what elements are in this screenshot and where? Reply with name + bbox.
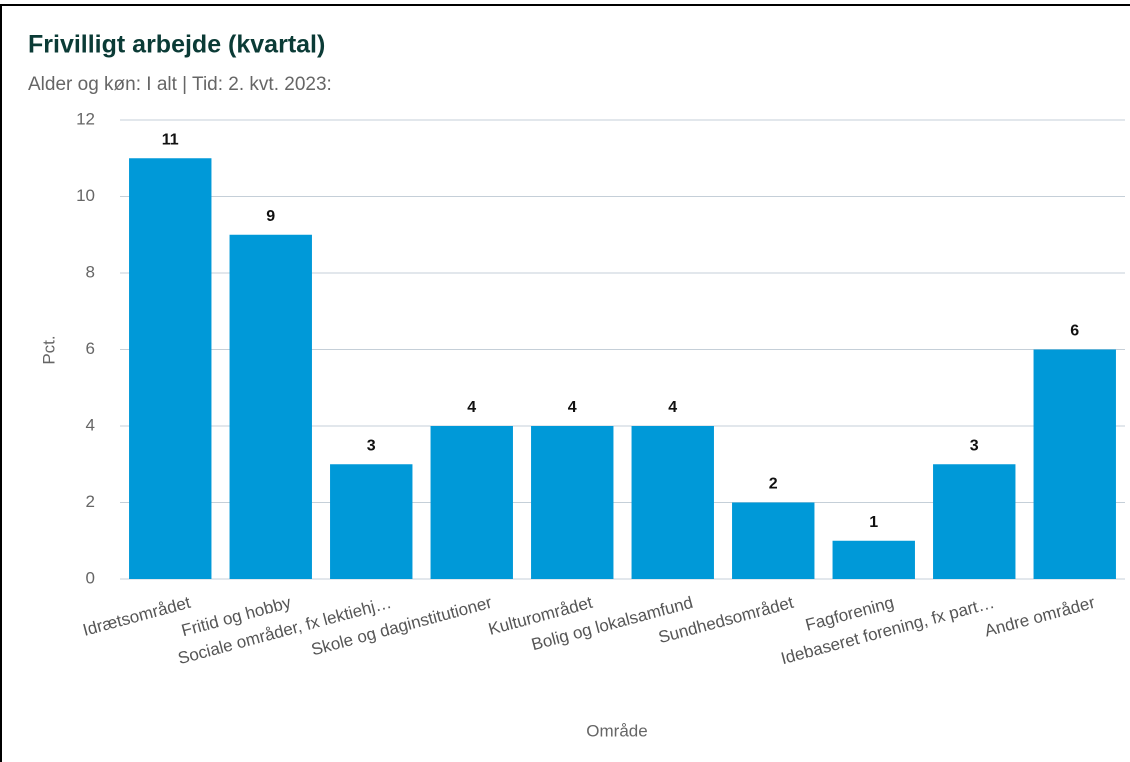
bar bbox=[631, 426, 714, 579]
data-label: 4 bbox=[568, 399, 577, 416]
bar bbox=[129, 158, 212, 579]
bar bbox=[1033, 349, 1116, 579]
bar bbox=[732, 502, 815, 579]
data-label: 11 bbox=[162, 131, 179, 148]
x-tick-label: Idrætsområdet bbox=[81, 593, 193, 640]
chart-title: Frivilligt arbejde (kvartal) bbox=[28, 31, 325, 59]
bar bbox=[330, 464, 413, 579]
bar bbox=[430, 426, 513, 579]
bar bbox=[832, 540, 915, 579]
data-label: 3 bbox=[367, 437, 376, 454]
data-label: 6 bbox=[1070, 323, 1079, 340]
frame bbox=[0, 4, 1130, 762]
y-tick-label: 6 bbox=[86, 339, 95, 358]
data-label: 4 bbox=[668, 399, 677, 416]
x-axis-label: Område bbox=[586, 721, 647, 740]
bar bbox=[933, 464, 1016, 579]
data-label: 1 bbox=[869, 514, 878, 531]
data-label: 4 bbox=[467, 399, 476, 416]
y-tick-label: 0 bbox=[86, 568, 95, 587]
y-axis-label: Pct. bbox=[39, 335, 58, 364]
bar bbox=[531, 426, 614, 579]
y-tick-label: 4 bbox=[86, 415, 95, 434]
y-tick-label: 10 bbox=[76, 186, 95, 205]
data-label: 9 bbox=[266, 208, 275, 225]
y-tick-label: 2 bbox=[86, 492, 95, 511]
bar bbox=[229, 234, 312, 579]
data-label: 2 bbox=[769, 476, 778, 493]
y-tick-label: 12 bbox=[76, 109, 95, 128]
y-tick-label: 8 bbox=[86, 262, 95, 281]
data-label: 3 bbox=[970, 437, 979, 454]
x-tick-label: Andre områder bbox=[983, 593, 1098, 641]
chart-subtitle: Alder og køn: I alt | Tid: 2. kvt. 2023: bbox=[28, 74, 332, 95]
